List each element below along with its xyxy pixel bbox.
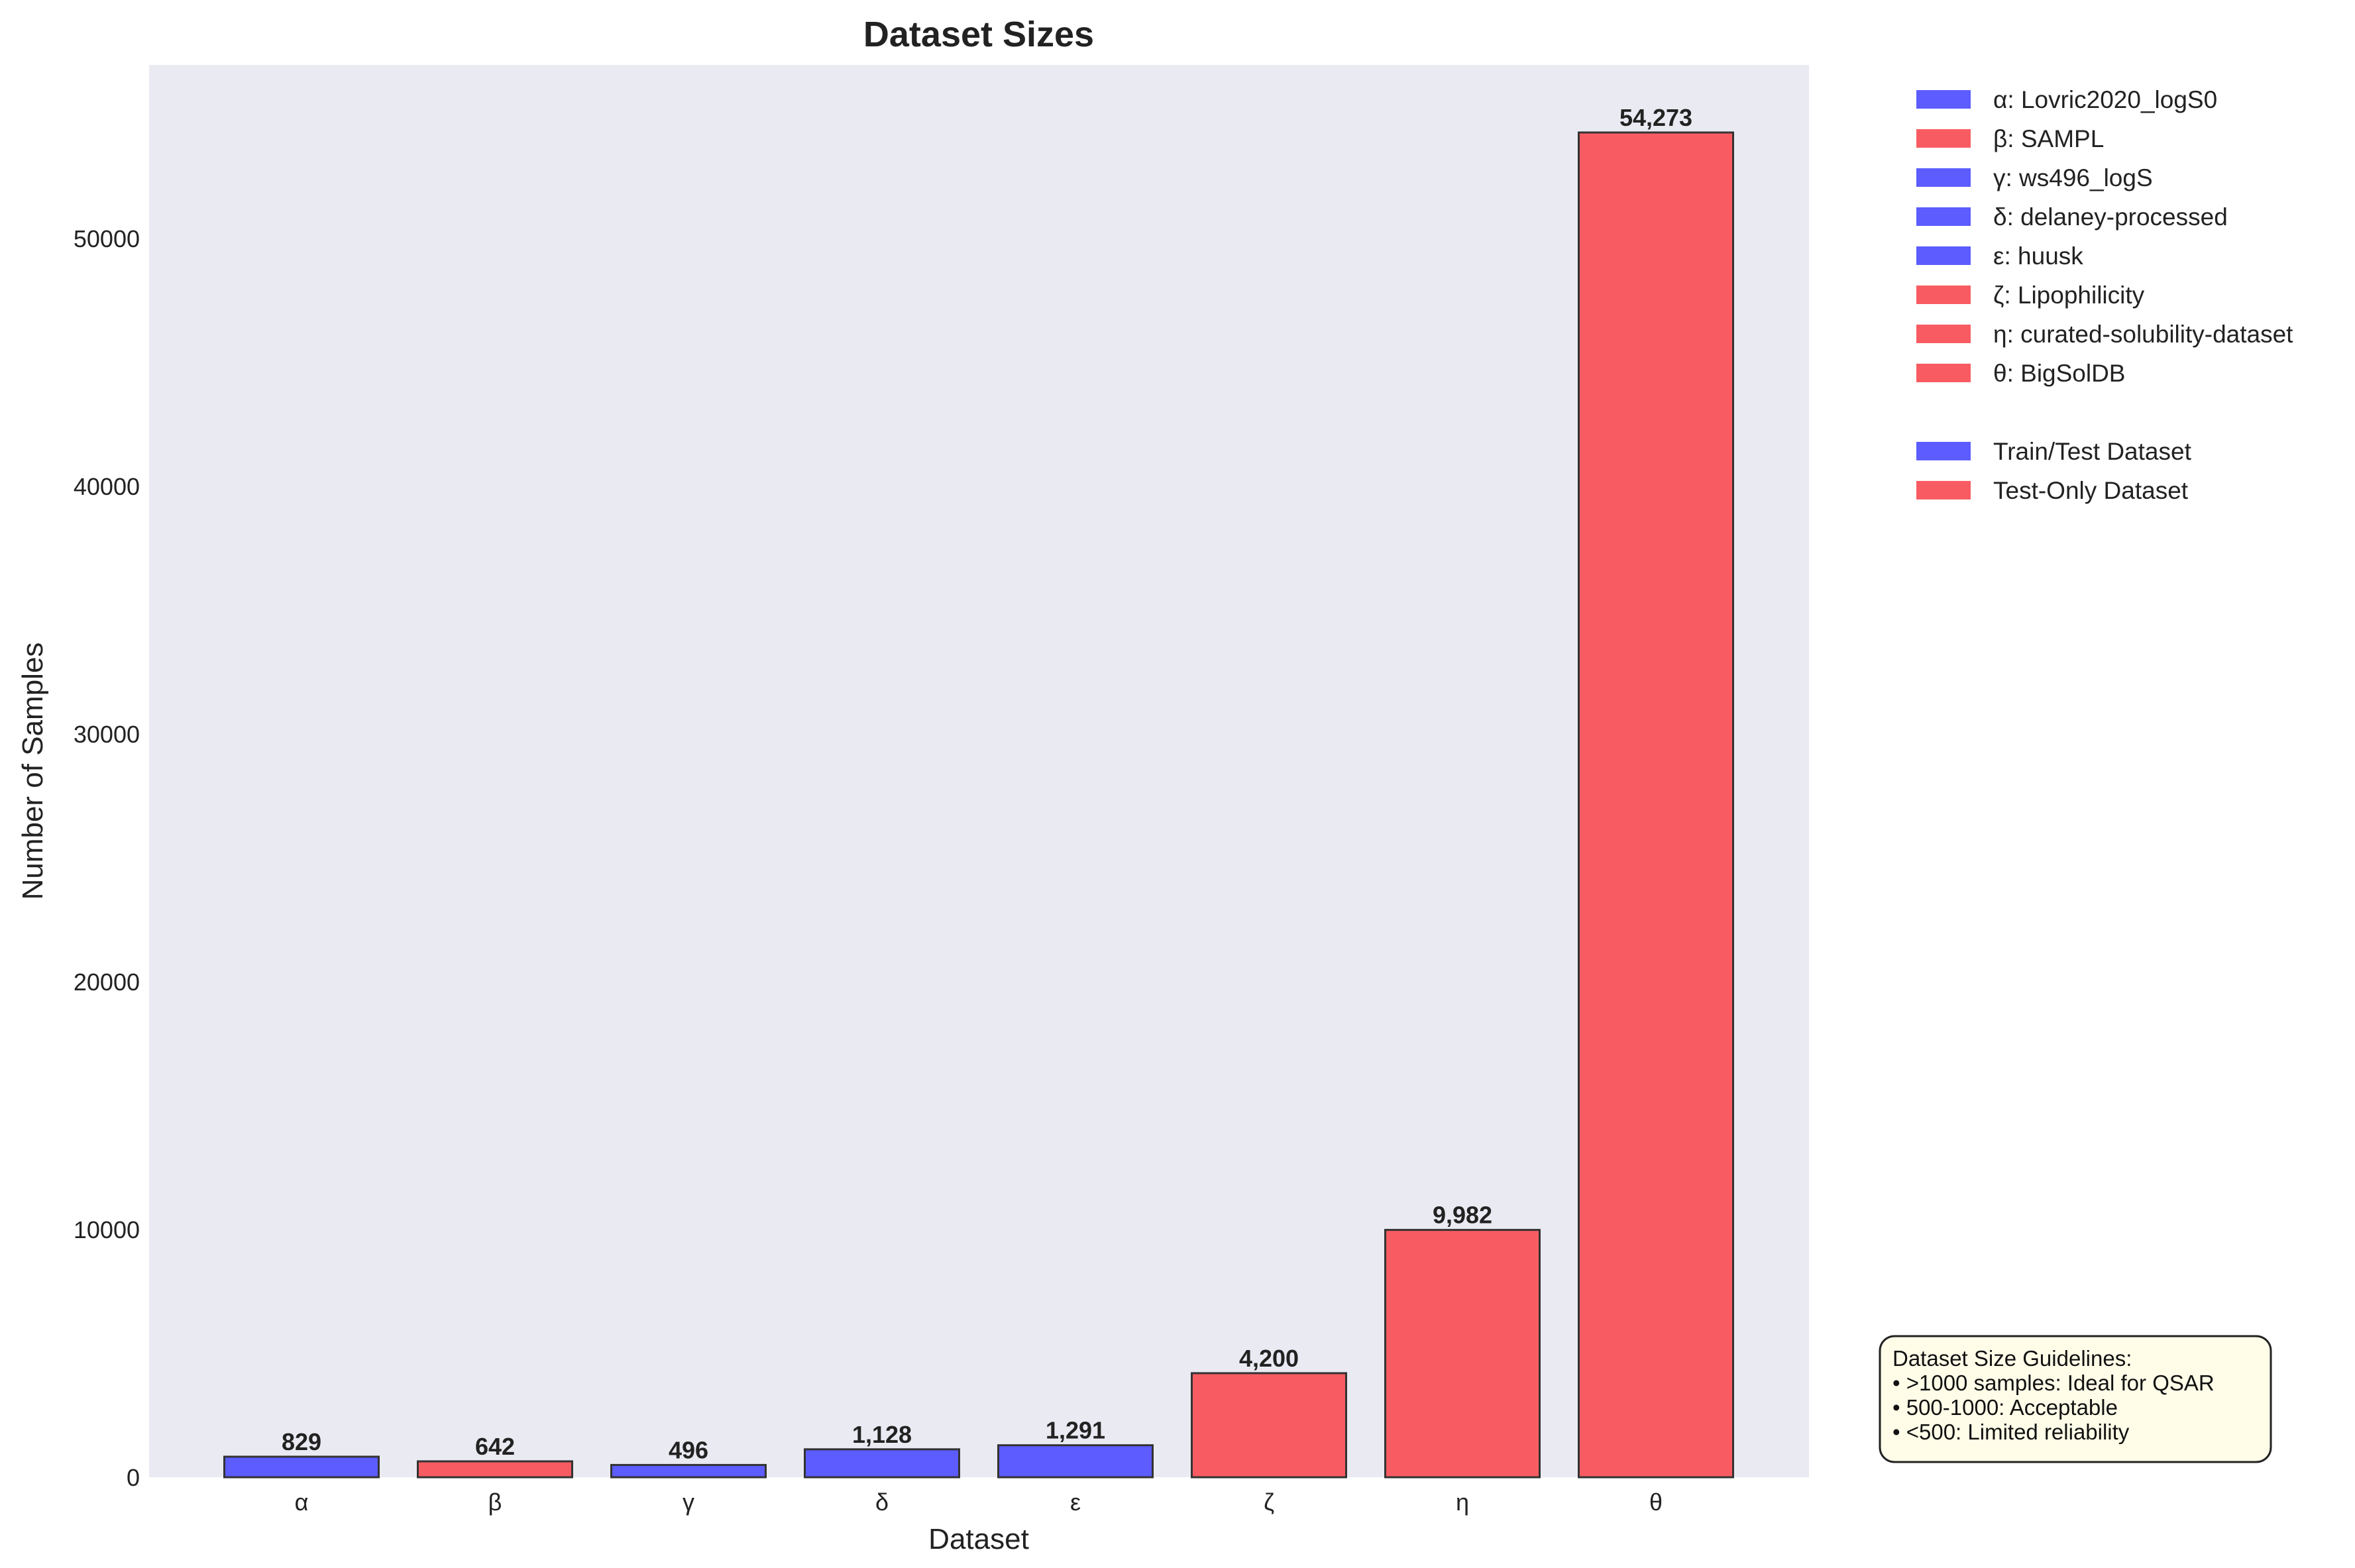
- note-line-1: • >1000 samples: Ideal for QSAR: [1892, 1371, 2215, 1395]
- x-tick-label-5: ζ: [1264, 1489, 1274, 1516]
- y-axis-ticks: 0 10000 20000 30000 40000 50000: [74, 225, 140, 1491]
- legend-entry-6: η: curated-solubility-dataset: [1993, 321, 2293, 348]
- bar-value-label-6: 9,982: [1433, 1202, 1492, 1229]
- legend-entry-3: δ: delaney-processed: [1993, 203, 2228, 231]
- x-axis-ticks: α β γ δ ε ζ η θ: [295, 1489, 1663, 1516]
- legend-entry-2: γ: ws496_logS: [1993, 164, 2153, 191]
- bar-value-label-3: 1,128: [852, 1421, 912, 1448]
- note-text: Dataset Size Guidelines: • >1000 samples:…: [1892, 1346, 2215, 1444]
- note-line-0: Dataset Size Guidelines:: [1892, 1346, 2132, 1371]
- bar-5: [1191, 1372, 1347, 1479]
- size-guidelines-note: Dataset Size Guidelines: • >1000 samples:…: [1879, 1335, 2272, 1463]
- y-tick-label-0: 0: [127, 1464, 140, 1491]
- legend-entry-7: θ: BigSolDB: [1993, 360, 2126, 387]
- legend-entry-5: ζ: Lipophilicity: [1993, 282, 2145, 309]
- legend-group-swatch-0: [1916, 442, 1971, 460]
- legend-swatch-2: [1916, 168, 1971, 187]
- y-axis-label: Number of Samples: [17, 643, 49, 900]
- bar-2: [610, 1463, 767, 1479]
- legend-swatch-3: [1916, 207, 1971, 226]
- legend-entry-4: ε: huusk: [1993, 242, 2083, 270]
- legend-swatch-5: [1916, 286, 1971, 304]
- x-tick-label-4: ε: [1070, 1489, 1081, 1516]
- note-background: [1879, 1335, 2272, 1463]
- x-tick-label-3: δ: [875, 1489, 889, 1516]
- bar-6: [1384, 1229, 1541, 1479]
- y-tick-label-3: 30000: [74, 721, 140, 748]
- bar-value-label-4: 1,291: [1046, 1417, 1105, 1444]
- legend-entry-0: α: Lovric2020_logS0: [1993, 86, 2217, 113]
- y-tick-label-5: 50000: [74, 225, 140, 252]
- bar-4: [997, 1444, 1154, 1479]
- chart-title: Dataset Sizes: [863, 15, 1094, 54]
- legend-swatch-7: [1916, 364, 1971, 382]
- bars-layer: 829 642 496 1,128 1,291 4,200 9,982 54,273: [223, 104, 1734, 1479]
- x-axis-label: Dataset: [928, 1523, 1029, 1555]
- x-tick-label-7: θ: [1649, 1489, 1663, 1516]
- legend-group-entry-1: Test-Only Dataset: [1993, 477, 2189, 504]
- x-tick-label-2: γ: [683, 1489, 694, 1516]
- x-tick-label-1: β: [488, 1489, 502, 1516]
- note-line-3: • <500: Limited reliability: [1892, 1420, 2130, 1444]
- legend-group-swatch-1: [1916, 481, 1971, 499]
- bar-7: [1578, 131, 1734, 1479]
- y-tick-label-2: 20000: [74, 968, 140, 996]
- bar-value-label-0: 829: [282, 1428, 321, 1455]
- bar-value-label-1: 642: [475, 1433, 515, 1460]
- bar-1: [417, 1460, 573, 1479]
- y-tick-label-1: 10000: [74, 1216, 140, 1243]
- legend-swatch-4: [1916, 246, 1971, 265]
- bar-value-label-5: 4,200: [1239, 1345, 1299, 1372]
- bar-0: [223, 1455, 380, 1479]
- bar-value-label-7: 54,273: [1619, 104, 1692, 131]
- legend-group-entry-0: Train/Test Dataset: [1993, 438, 2192, 465]
- x-tick-label-6: η: [1456, 1489, 1469, 1516]
- y-tick-label-4: 40000: [74, 473, 140, 500]
- legend-swatch-6: [1916, 325, 1971, 343]
- legend-entry-1: β: SAMPL: [1993, 125, 2104, 152]
- bar-value-label-2: 496: [669, 1436, 708, 1463]
- legend-swatch-0: [1916, 90, 1971, 109]
- legend: α: Lovric2020_logS0 β: SAMPL γ: ws496_logS…: [1916, 86, 2293, 504]
- legend-swatch-1: [1916, 129, 1971, 148]
- x-tick-label-0: α: [295, 1489, 309, 1516]
- bar-3: [804, 1448, 960, 1479]
- plot-area: [149, 65, 1809, 1477]
- note-line-2: • 500-1000: Acceptable: [1892, 1395, 2118, 1420]
